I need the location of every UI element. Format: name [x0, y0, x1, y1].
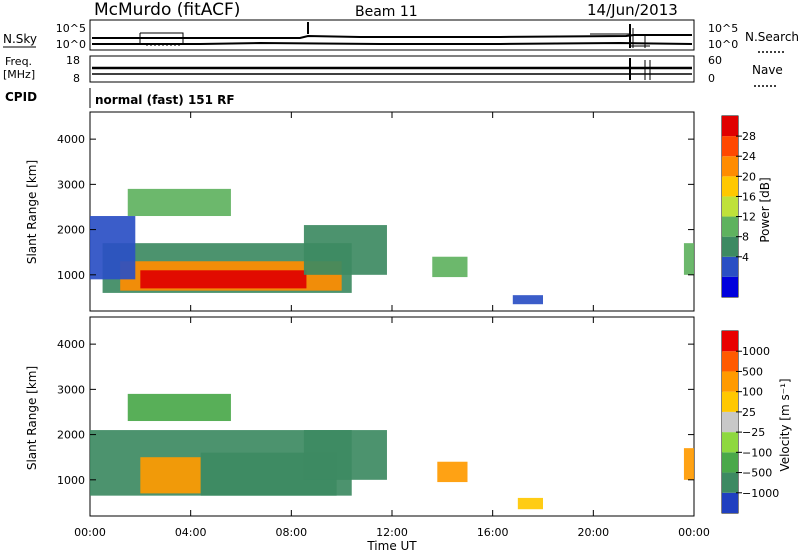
- colorbar-tick-label: −1000: [742, 487, 779, 500]
- colorbar-tick-label: 20: [742, 170, 756, 183]
- scatter-region-5: [437, 461, 468, 483]
- nave-label: Nave: [752, 63, 783, 77]
- scatter-region-5: [303, 225, 387, 275]
- nsky-traces: [92, 22, 693, 48]
- velocity-panel: 1000 2000 3000 4000 Slant Range [km] 1000 50…: [25, 316, 792, 517]
- velocity-data: [90, 393, 694, 510]
- y-tick-label: 1000: [57, 269, 85, 282]
- y-tick-label: 3000: [57, 178, 85, 191]
- time-x-axis: 00:00 04:00 08:00 12:00 16:00 20:00 00:00: [74, 112, 710, 539]
- power-colorbar-label: Power [dB]: [758, 177, 772, 242]
- colorbar-segment: [722, 351, 738, 372]
- scatter-region-8: [683, 243, 694, 275]
- beam-title: Beam 11: [355, 4, 418, 20]
- colorbar-segment: [722, 116, 738, 137]
- freq-panel: [89, 55, 695, 83]
- colorbar-segment: [722, 176, 738, 197]
- colorbar-segment: [722, 411, 738, 433]
- colorbar-tick-label: 24: [742, 150, 756, 163]
- x-tick-label: 12:00: [376, 526, 408, 539]
- colorbar-segment: [722, 196, 738, 217]
- y-tick-label: 4000: [57, 133, 85, 146]
- cpid-text: normal (fast) 151 RF: [95, 93, 235, 107]
- nsearch-label: N.Search: [745, 30, 799, 44]
- colorbar-segment: [722, 236, 738, 257]
- x-axis-label: Time UT: [366, 539, 417, 553]
- colorbar-tick-label: 16: [742, 190, 756, 203]
- nsky-tick-top: 10^5: [56, 22, 86, 35]
- scatter-region-7: [512, 295, 543, 305]
- nave-tick-bottom: 0: [708, 72, 715, 85]
- nsky-label: N.Sky: [3, 32, 37, 46]
- y-tick-label: 2000: [57, 224, 85, 237]
- velocity-colorbar: 1000 500 100 25 −25 −100 −500 −1000: [722, 331, 779, 513]
- colorbar-tick-label: 1000: [742, 345, 770, 358]
- scatter-region-6: [517, 497, 543, 510]
- x-tick-label: 00:00: [678, 526, 710, 539]
- colorbar-segment: [722, 156, 738, 177]
- velocity-y-label: Slant Range [km]: [25, 366, 39, 470]
- y-tick-label: 4000: [57, 338, 85, 351]
- power-y-axis: 1000 2000 3000 4000: [57, 133, 694, 282]
- colorbar-tick-label: 8: [742, 231, 749, 244]
- scatter-region-6: [432, 256, 468, 278]
- colorbar-tick-label: 4: [742, 251, 749, 264]
- colorbar-tick-label: −100: [742, 446, 772, 459]
- nsky-tick-bottom: 10^0: [56, 38, 86, 51]
- colorbar-segment: [722, 276, 738, 297]
- colorbar-segment: [722, 136, 738, 157]
- colorbar-tick-label: −500: [742, 467, 772, 480]
- colorbar-tick-label: 500: [742, 365, 763, 378]
- x-tick-label: 08:00: [275, 526, 307, 539]
- scatter-region-4: [127, 188, 231, 217]
- freq-label-line2: [MHz]: [3, 68, 35, 81]
- nsky-panel: [89, 19, 695, 51]
- nsearch-tick-top: 10^5: [708, 22, 738, 35]
- colorbar-segment: [722, 432, 738, 453]
- colorbar-tick-label: 25: [742, 406, 756, 419]
- scatter-region-2: [140, 270, 307, 289]
- colorbar-segment: [722, 331, 738, 352]
- colorbar-tick-label: 100: [742, 386, 763, 399]
- colorbar-segment: [722, 472, 738, 493]
- y-tick-label: 3000: [57, 383, 85, 396]
- velocity-colorbar-label: Velocity [m s⁻¹]: [778, 378, 792, 471]
- scatter-region-4: [303, 430, 387, 480]
- freq-label-line1: Freq.: [5, 55, 32, 68]
- x-tick-label: 16:00: [477, 526, 509, 539]
- freq-tick-bottom: 8: [73, 72, 80, 85]
- power-panel: 1000 2000 3000 4000 Slant Range [km] 28 24 20…: [25, 111, 772, 312]
- cpid-label: CPID: [5, 90, 37, 104]
- colorbar-segment: [722, 452, 738, 473]
- station-title: McMurdo (fitACF): [94, 0, 240, 20]
- power-y-label: Slant Range [km]: [25, 160, 39, 264]
- date-title: 14/Jun/2013: [587, 1, 678, 19]
- colorbar-tick-label: 12: [742, 211, 756, 224]
- x-tick-label: 04:00: [175, 526, 207, 539]
- scatter-region-3: [127, 393, 231, 422]
- power-colorbar: 28 24 20 16 12 8 4: [722, 116, 756, 297]
- scatter-region-1: [140, 457, 201, 494]
- scatter-region-7: [683, 448, 694, 480]
- x-tick-label: 20:00: [577, 526, 609, 539]
- colorbar-segment: [722, 256, 738, 277]
- freq-tick-top: 18: [66, 54, 80, 67]
- velocity-y-axis: 1000 2000 3000 4000: [57, 338, 694, 487]
- colorbar-tick-label: 28: [742, 130, 756, 143]
- colorbar-segment: [722, 216, 738, 237]
- colorbar-segment: [722, 371, 738, 392]
- nave-tick-top: 60: [708, 54, 722, 67]
- freq-traces: [92, 58, 692, 80]
- nsearch-tick-bottom: 10^0: [708, 38, 738, 51]
- y-tick-label: 1000: [57, 474, 85, 487]
- colorbar-segment: [722, 492, 738, 513]
- scatter-region-3: [90, 216, 136, 280]
- colorbar-tick-label: −25: [742, 426, 765, 439]
- y-tick-label: 2000: [57, 429, 85, 442]
- colorbar-segment: [722, 391, 738, 412]
- x-tick-label: 00:00: [74, 526, 106, 539]
- power-data: [90, 188, 694, 305]
